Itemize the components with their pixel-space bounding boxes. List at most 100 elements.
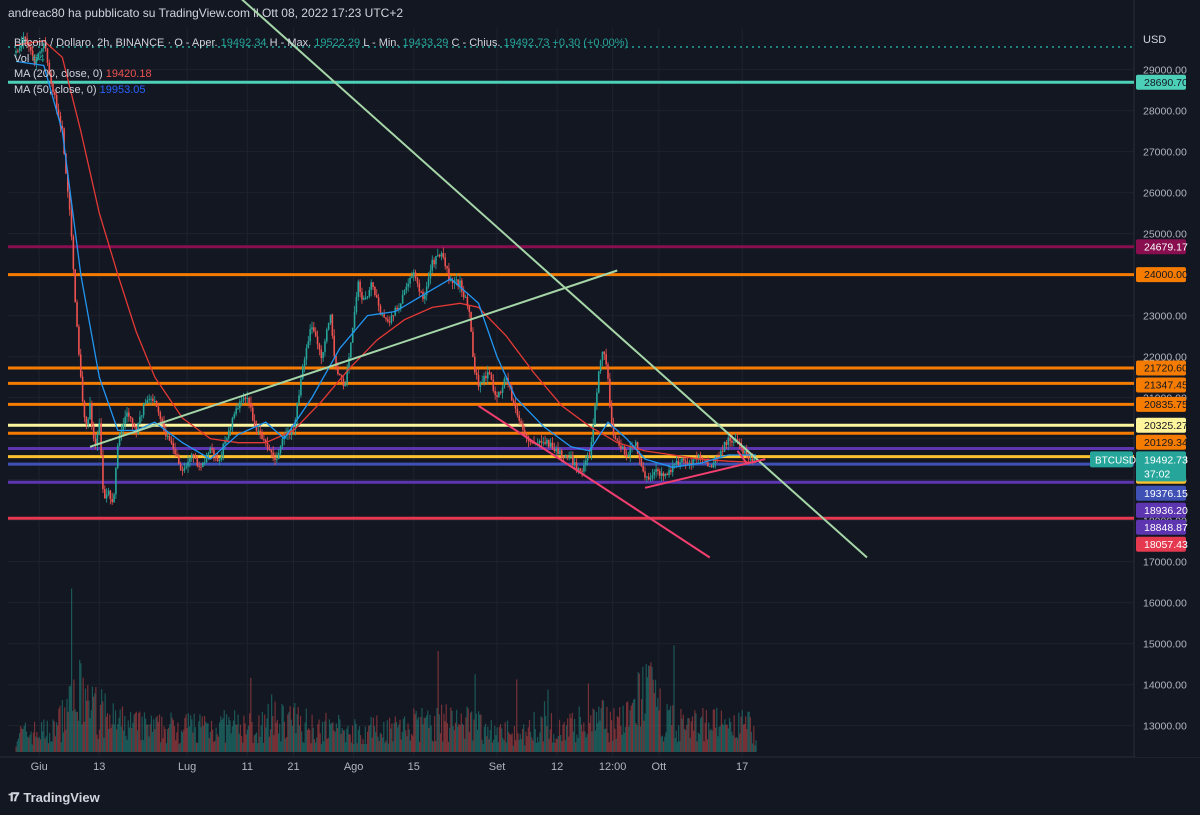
volume-bar xyxy=(146,724,148,752)
volume-bar xyxy=(176,732,178,752)
volume-bar xyxy=(376,715,378,752)
volume-bar xyxy=(324,721,326,752)
volume-bar xyxy=(190,715,192,752)
volume-bar xyxy=(162,738,164,752)
candle-body xyxy=(42,43,45,49)
candle-body xyxy=(74,269,76,303)
candle-body xyxy=(174,449,176,455)
candle-body xyxy=(679,462,681,465)
x-tick-label: 12:00 xyxy=(599,761,627,773)
symbol-name[interactable]: Bitcoin / Dollaro, 2h, BINANCE xyxy=(14,37,165,49)
volume-bar xyxy=(421,707,423,752)
candle-body xyxy=(573,462,576,465)
candle-body xyxy=(39,51,41,54)
volume-bar xyxy=(499,724,502,752)
volume-bar xyxy=(364,726,366,752)
candle-body xyxy=(736,439,739,442)
candle-body xyxy=(215,454,217,459)
ma200-label[interactable]: MA (200, close, 0) xyxy=(14,68,103,80)
volume-bar xyxy=(554,742,556,752)
candle-body xyxy=(570,455,572,457)
volume-bar xyxy=(645,663,647,752)
volume-bar xyxy=(665,732,667,752)
candle-body xyxy=(274,457,276,460)
volume-bar xyxy=(110,728,112,752)
volume-bar xyxy=(704,722,706,752)
candle-body xyxy=(290,429,293,435)
volume-bar xyxy=(521,728,524,752)
y-tick-label: 25000.00 xyxy=(1143,229,1187,241)
candle-body xyxy=(540,440,543,443)
volume-bar xyxy=(75,711,77,752)
candle-body xyxy=(420,291,422,293)
volume-bar xyxy=(368,725,370,752)
candle-body xyxy=(368,289,371,297)
volume-bar xyxy=(416,719,418,752)
volume-bar xyxy=(198,721,200,752)
level-price-tag xyxy=(1136,377,1186,393)
volume-bar xyxy=(664,736,666,752)
candle-body xyxy=(166,435,169,437)
volume-bar xyxy=(203,715,206,752)
volume-bar xyxy=(610,720,613,752)
volume-bar xyxy=(336,728,339,752)
volume-bar xyxy=(301,731,303,752)
volume-bar xyxy=(623,732,625,752)
candle-body xyxy=(720,450,722,459)
volume-bar xyxy=(590,715,592,752)
candle-body xyxy=(26,38,28,44)
volume-bar xyxy=(37,738,39,752)
candle-body xyxy=(440,253,443,257)
candle-body xyxy=(544,442,546,444)
candle-body xyxy=(729,437,731,441)
candle-body xyxy=(599,360,602,372)
candle-body xyxy=(468,306,471,312)
candle-body xyxy=(372,282,374,288)
volume-bar xyxy=(45,736,47,752)
volume-bar xyxy=(708,722,710,752)
volume-bar xyxy=(387,743,390,752)
volume-bar xyxy=(743,724,746,752)
volume-bar xyxy=(683,728,686,752)
volume-bar xyxy=(635,723,637,752)
volume-label[interactable]: Vol xyxy=(14,52,30,65)
candle-body xyxy=(50,73,52,84)
candle-body xyxy=(697,454,700,460)
volume-bar xyxy=(180,730,183,752)
tradingview-logo[interactable]: 𝟏𝟕 TradingView xyxy=(8,790,100,805)
volume-bar xyxy=(306,729,309,752)
volume-bar xyxy=(238,733,240,752)
candle-body xyxy=(326,329,328,342)
candle-body xyxy=(35,58,38,65)
candle-body xyxy=(183,467,186,471)
level-price-label: 21347.45 xyxy=(1144,380,1188,392)
volume-bar xyxy=(525,731,527,752)
x-tick-label: 13 xyxy=(93,761,105,773)
volume-bar xyxy=(672,705,674,752)
volume-bar xyxy=(321,721,324,752)
volume-bar xyxy=(553,734,555,752)
candle-body xyxy=(438,255,441,257)
candle-body xyxy=(666,474,668,476)
volume-bar xyxy=(49,732,51,752)
volume-bar xyxy=(642,666,644,752)
volume-bar xyxy=(341,728,343,752)
candle-body xyxy=(411,276,413,278)
volume-bar xyxy=(297,707,299,752)
volume-bar xyxy=(202,725,205,752)
volume-bar xyxy=(497,742,499,752)
candle-body xyxy=(131,418,134,425)
candle-body xyxy=(52,83,54,92)
candle-body xyxy=(239,401,241,409)
candle-body xyxy=(444,257,446,267)
volume-bar xyxy=(142,740,144,752)
ma50-label[interactable]: MA (50, close, 0) xyxy=(14,83,97,96)
volume-bar xyxy=(60,742,62,752)
volume-bar xyxy=(347,725,349,752)
y-tick-label: 27000.00 xyxy=(1143,147,1187,159)
candle-body xyxy=(126,412,128,417)
candle-body xyxy=(414,272,417,278)
tradingview-brand: TradingView xyxy=(23,790,100,805)
candle-body xyxy=(78,326,80,355)
